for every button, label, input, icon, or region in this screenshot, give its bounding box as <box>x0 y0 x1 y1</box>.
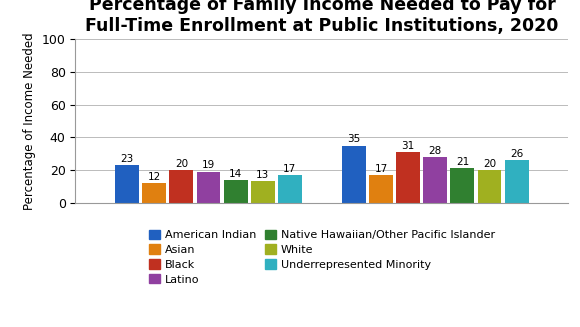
Text: 35: 35 <box>347 134 361 144</box>
Bar <box>278 175 302 203</box>
Bar <box>142 183 166 203</box>
Bar <box>197 172 220 203</box>
Title: Percentage of Family Income Needed to Pay for
Full-Time Enrollment at Public Ins: Percentage of Family Income Needed to Pa… <box>85 0 559 35</box>
Text: 14: 14 <box>229 168 242 179</box>
Text: 12: 12 <box>148 172 161 182</box>
Text: 21: 21 <box>456 157 469 167</box>
Text: 31: 31 <box>401 141 415 151</box>
Bar <box>169 170 193 203</box>
Bar <box>369 175 393 203</box>
Text: 19: 19 <box>202 160 215 170</box>
Bar <box>224 180 248 203</box>
Bar <box>396 152 420 203</box>
Bar <box>477 170 502 203</box>
Text: 20: 20 <box>483 159 496 169</box>
Text: 17: 17 <box>375 164 387 174</box>
Text: 17: 17 <box>283 164 296 174</box>
Bar <box>342 146 366 203</box>
Text: 23: 23 <box>121 154 134 164</box>
Legend: American Indian, Asian, Black, Latino, Native Hawaiian/Other Pacific Islander, W: American Indian, Asian, Black, Latino, N… <box>149 230 495 285</box>
Text: 20: 20 <box>175 159 188 169</box>
Text: 28: 28 <box>429 146 442 156</box>
Text: 13: 13 <box>256 170 269 180</box>
Bar <box>505 160 528 203</box>
Bar <box>451 168 474 203</box>
Bar <box>251 181 275 203</box>
Text: 26: 26 <box>510 149 523 159</box>
Bar <box>115 165 139 203</box>
Bar <box>423 157 447 203</box>
Y-axis label: Percentage of Income Needed: Percentage of Income Needed <box>23 32 36 210</box>
